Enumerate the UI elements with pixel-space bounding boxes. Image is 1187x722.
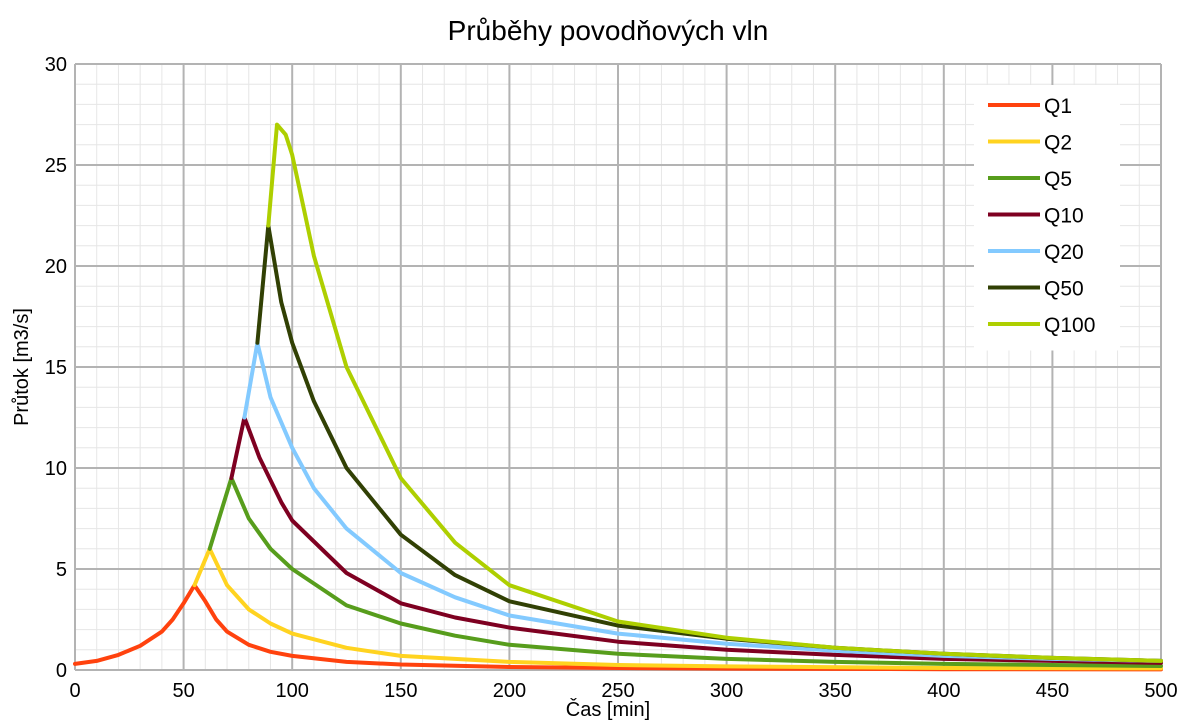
x-tick-label: 200 xyxy=(493,680,526,702)
major-grid xyxy=(74,63,1162,671)
legend-label-q2: Q2 xyxy=(1044,132,1072,155)
legend-label-q100: Q100 xyxy=(1044,314,1095,337)
x-tick-label: 100 xyxy=(276,680,309,702)
x-tick-labels: 0 50 100 150 200 250 300 350 400 450 500 xyxy=(69,680,1177,702)
y-tick-label: 0 xyxy=(56,660,67,682)
series-line-q5 xyxy=(207,476,1163,668)
series-line-q1 xyxy=(73,583,1163,672)
chart-title: Průběhy povodňových vln xyxy=(448,15,769,46)
legend-label-q10: Q10 xyxy=(1044,205,1084,228)
x-tick-label: 0 xyxy=(69,680,80,702)
y-tick-label: 25 xyxy=(45,155,67,177)
legend-label-q50: Q50 xyxy=(1044,278,1084,301)
x-tick-label: 300 xyxy=(710,680,743,702)
y-tick-labels: 0 5 10 15 20 25 30 xyxy=(45,54,67,682)
x-tick-label: 350 xyxy=(819,680,852,702)
legend-label-q5: Q5 xyxy=(1044,168,1072,191)
y-tick-label: 5 xyxy=(56,559,67,581)
x-tick-label: 450 xyxy=(1036,680,1069,702)
series-line-q100 xyxy=(266,122,1163,663)
legend-box xyxy=(974,85,1120,351)
series-line-q2 xyxy=(192,546,1163,671)
x-tick-label: 250 xyxy=(601,680,634,702)
y-tick-label: 20 xyxy=(45,256,67,278)
y-tick-label: 30 xyxy=(45,54,67,76)
x-axis-title: Čas [min] xyxy=(566,698,650,721)
legend: Q1 Q2 Q5 Q10 Q20 Q50 Q100 xyxy=(974,85,1120,351)
y-axis-title: Průtok [m3/s] xyxy=(11,308,33,426)
x-tick-label: 50 xyxy=(172,680,194,702)
x-tick-label: 150 xyxy=(384,680,417,702)
x-tick-label: 400 xyxy=(927,680,960,702)
legend-label-q1: Q1 xyxy=(1044,95,1072,118)
y-tick-label: 10 xyxy=(45,458,67,480)
series-lines xyxy=(73,122,1163,672)
x-tick-label: 500 xyxy=(1144,680,1177,702)
y-tick-label: 15 xyxy=(45,357,67,379)
legend-label-q20: Q20 xyxy=(1044,241,1084,264)
series-line-q20 xyxy=(242,340,1163,663)
series-line-q10 xyxy=(229,415,1163,665)
